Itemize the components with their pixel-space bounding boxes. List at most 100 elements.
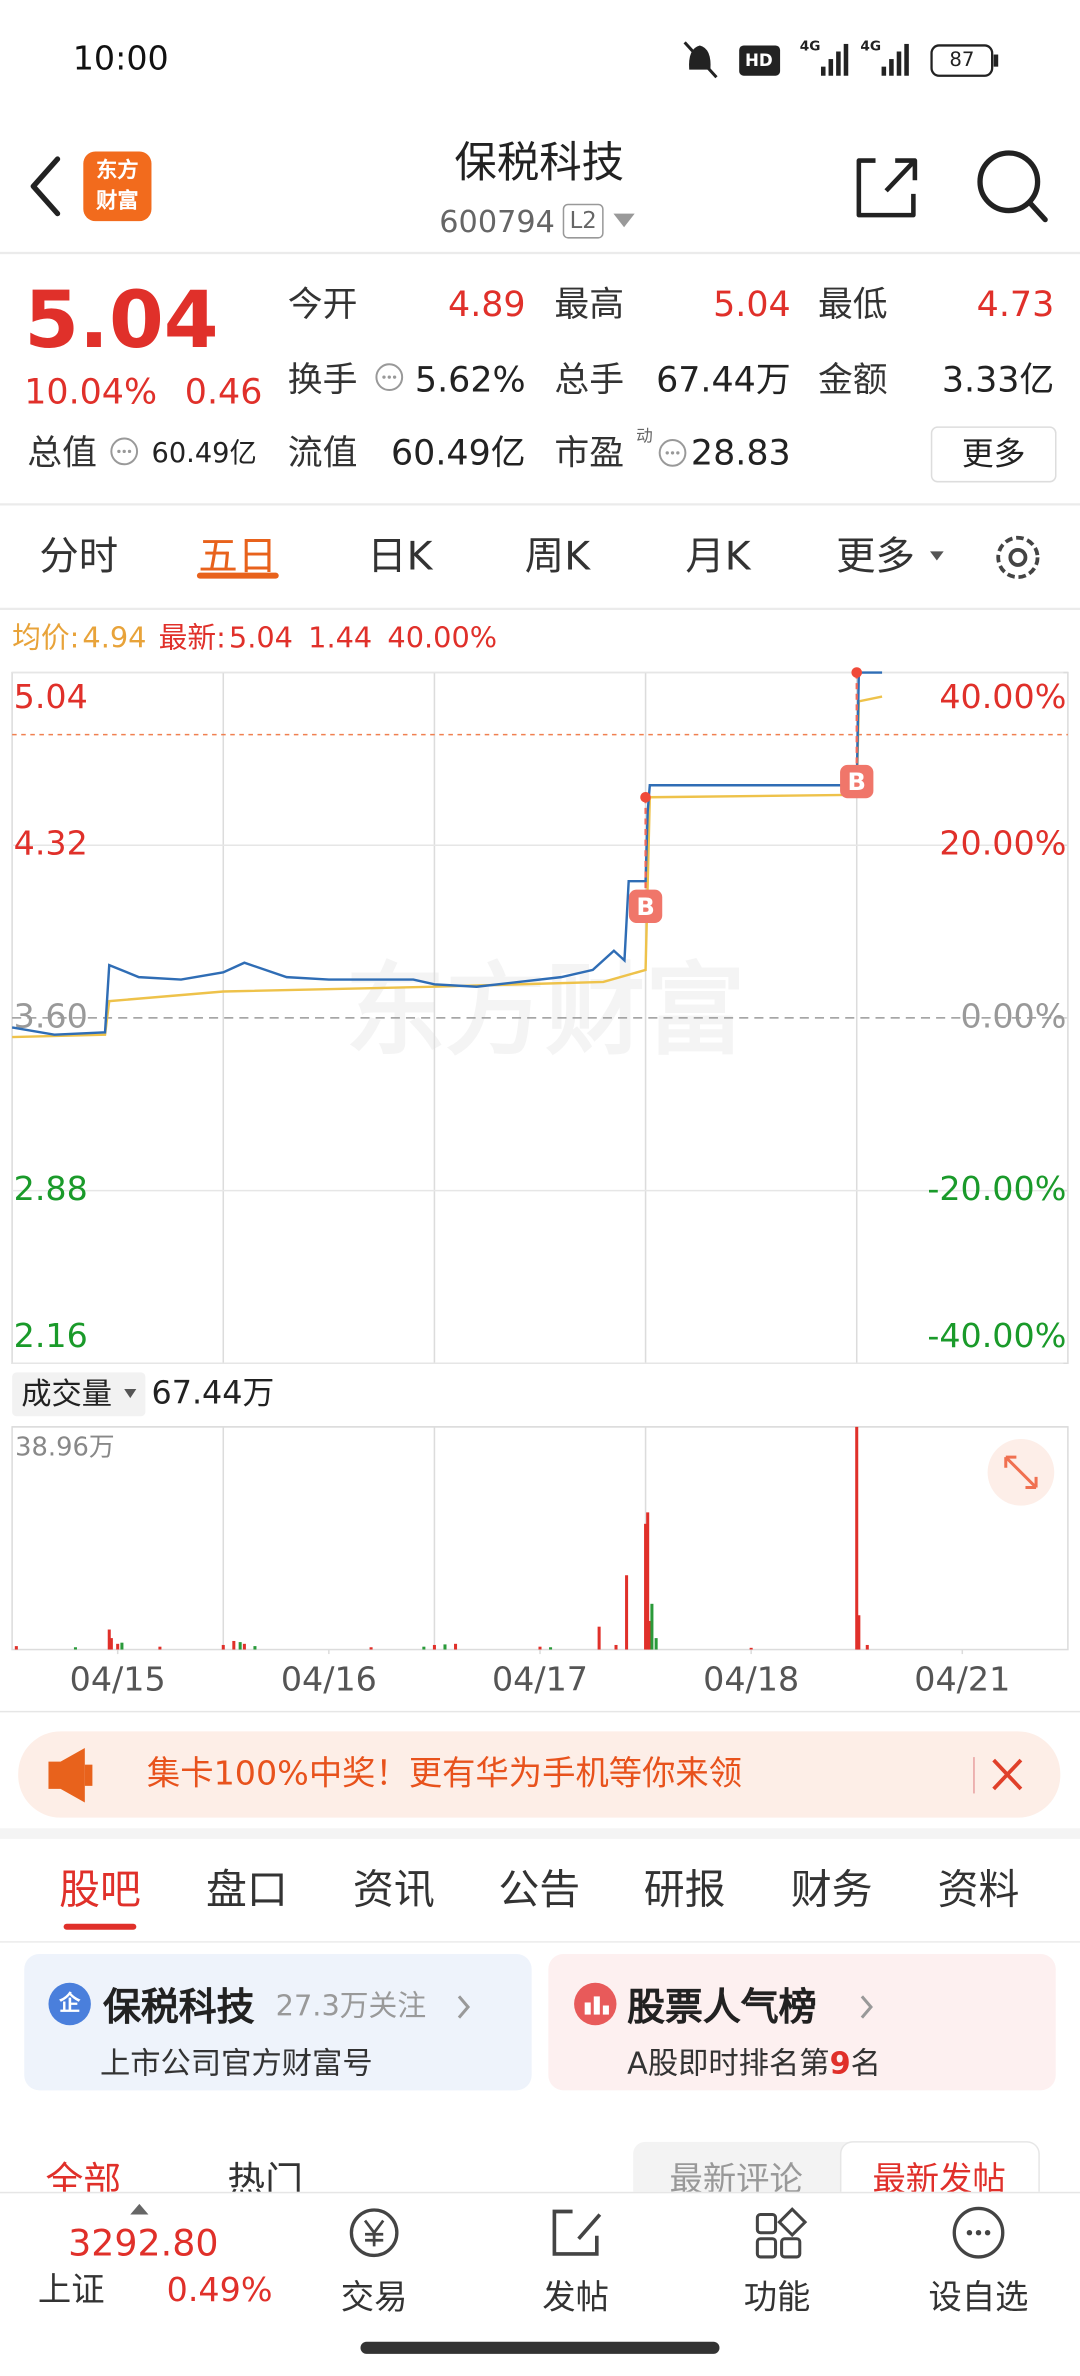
text-part: 名 — [850, 2044, 881, 2082]
status-time: 10:00 — [72, 40, 169, 79]
field-label: 最低 — [817, 285, 888, 325]
volume-bar — [73, 1647, 77, 1650]
expand-arrows — [1004, 1455, 1038, 1489]
watchlist-dot — [975, 2229, 982, 2236]
text-part: 40.00% — [387, 621, 498, 656]
volume-title-box — [12, 1372, 146, 1417]
battery-level: 87 — [949, 49, 975, 72]
signal-bar — [843, 43, 849, 76]
section-tab[interactable]: 财务 — [790, 1866, 873, 1914]
nav-item[interactable]: 功能 — [743, 2279, 811, 2318]
ranking-icon-bar — [602, 2005, 609, 2015]
chart-tab[interactable]: 周K — [524, 534, 591, 581]
volume-bar — [549, 1647, 553, 1650]
volume-frame — [11, 1426, 1069, 1651]
trade-icon — [349, 2208, 399, 2258]
post-icon — [552, 2209, 602, 2256]
more-button-label[interactable]: 更多 — [961, 435, 1026, 472]
field-label: 市盈 — [554, 433, 625, 474]
chart-tab[interactable]: 五日 — [198, 534, 278, 581]
card-title[interactable]: 股票人气榜 — [627, 1985, 817, 2029]
chart-tab[interactable]: 月K — [685, 534, 751, 581]
y2-tick-label: 20.00% — [939, 824, 1066, 863]
nav-item[interactable]: 交易 — [340, 2279, 408, 2318]
more-button — [930, 426, 1057, 483]
card-subtitle: 上市公司官方财富号 — [99, 2044, 373, 2082]
section-tab[interactable]: 资料 — [937, 1866, 1020, 1914]
info-dot — [670, 451, 675, 455]
field-value: 5.04 — [713, 285, 791, 325]
volume-bar — [109, 1638, 113, 1650]
nav-icons — [130, 2203, 1005, 2259]
volume-bar — [857, 1615, 861, 1650]
info-dot — [117, 449, 121, 454]
signal-bar — [836, 51, 841, 76]
battery-tip — [993, 54, 999, 67]
watchlist-icon — [952, 2206, 1005, 2259]
field-value: 3.33亿 — [941, 361, 1055, 401]
volume-bar — [443, 1644, 447, 1650]
chart-tab[interactable]: 日K — [367, 534, 433, 581]
info-dot — [665, 451, 669, 455]
section-tab[interactable]: 股吧 — [59, 1866, 141, 1914]
volume-bar — [597, 1626, 601, 1650]
chart-tab[interactable]: 分时 — [39, 534, 119, 581]
volume-bar — [644, 1523, 648, 1650]
watchlist-dot — [966, 2229, 973, 2236]
sort-option[interactable]: 最新评论 — [669, 2161, 803, 2200]
volume-bar — [855, 1426, 859, 1650]
marker-badge — [628, 889, 663, 923]
logo — [83, 151, 152, 222]
volume-bar — [865, 1644, 869, 1650]
volume-bar — [654, 1638, 658, 1650]
share-button — [856, 158, 918, 218]
status-net: 4G — [799, 40, 821, 56]
volume-bar — [749, 1647, 753, 1650]
volume-bar — [120, 1642, 124, 1650]
field-value: 4.73 — [976, 285, 1055, 325]
nav-item[interactable]: 设自选 — [928, 2279, 1029, 2318]
y2-tick-label: -20.00% — [927, 1169, 1066, 1208]
function-icon — [755, 2213, 778, 2235]
x-tick-label: 04/18 — [703, 1661, 800, 1700]
volume-bar — [538, 1646, 542, 1650]
field-label: 金额 — [817, 361, 888, 401]
field-label: 换手 — [287, 361, 358, 401]
chart-tab[interactable]: 更多 — [836, 534, 915, 581]
tab-dropdown — [930, 551, 944, 561]
x-tick-label: 04/17 — [491, 1661, 589, 1700]
logo-text: 财富 — [96, 189, 139, 214]
field-value: 60.49亿 — [151, 437, 257, 470]
function-icon — [777, 2207, 808, 2238]
field-value: 67.44万 — [656, 361, 791, 401]
pe-tag: 动 — [636, 426, 653, 447]
section-tab[interactable]: 公告 — [498, 1866, 581, 1914]
volume-bar — [253, 1646, 257, 1650]
sort-option[interactable]: 最新发帖 — [872, 2161, 1006, 2200]
field-value: 4.89 — [448, 285, 526, 325]
field-value: 28.83 — [690, 433, 791, 474]
marker-badge — [840, 764, 874, 799]
section-tab[interactable]: 盘口 — [206, 1866, 288, 1914]
field-label: 最高 — [554, 285, 625, 325]
card-title[interactable]: 保税科技 — [103, 1985, 255, 2029]
company-card — [24, 1953, 532, 2091]
settings-core — [1008, 547, 1028, 567]
volume-dropdown — [124, 1389, 137, 1399]
trade-icon-mark — [363, 2219, 385, 2247]
section-tab[interactable]: 研报 — [643, 1866, 726, 1914]
volume-bar — [648, 1620, 652, 1650]
index-name: 上证 — [37, 2272, 105, 2310]
x-tick-label: 04/21 — [914, 1661, 1011, 1700]
nav-item[interactable]: 发帖 — [542, 2279, 609, 2318]
status-net: 4G — [860, 40, 882, 56]
section-tab[interactable]: 资讯 — [352, 1866, 435, 1914]
text-part: 最新: — [158, 621, 226, 656]
banner-text[interactable]: 集卡100%中奖！更有华为手机等你来领 — [146, 1755, 743, 1794]
back-button — [30, 156, 61, 217]
signal-bar — [904, 43, 909, 76]
y-tick-label: 4.32 — [14, 824, 88, 863]
x-tick-label: 04/15 — [69, 1661, 166, 1700]
